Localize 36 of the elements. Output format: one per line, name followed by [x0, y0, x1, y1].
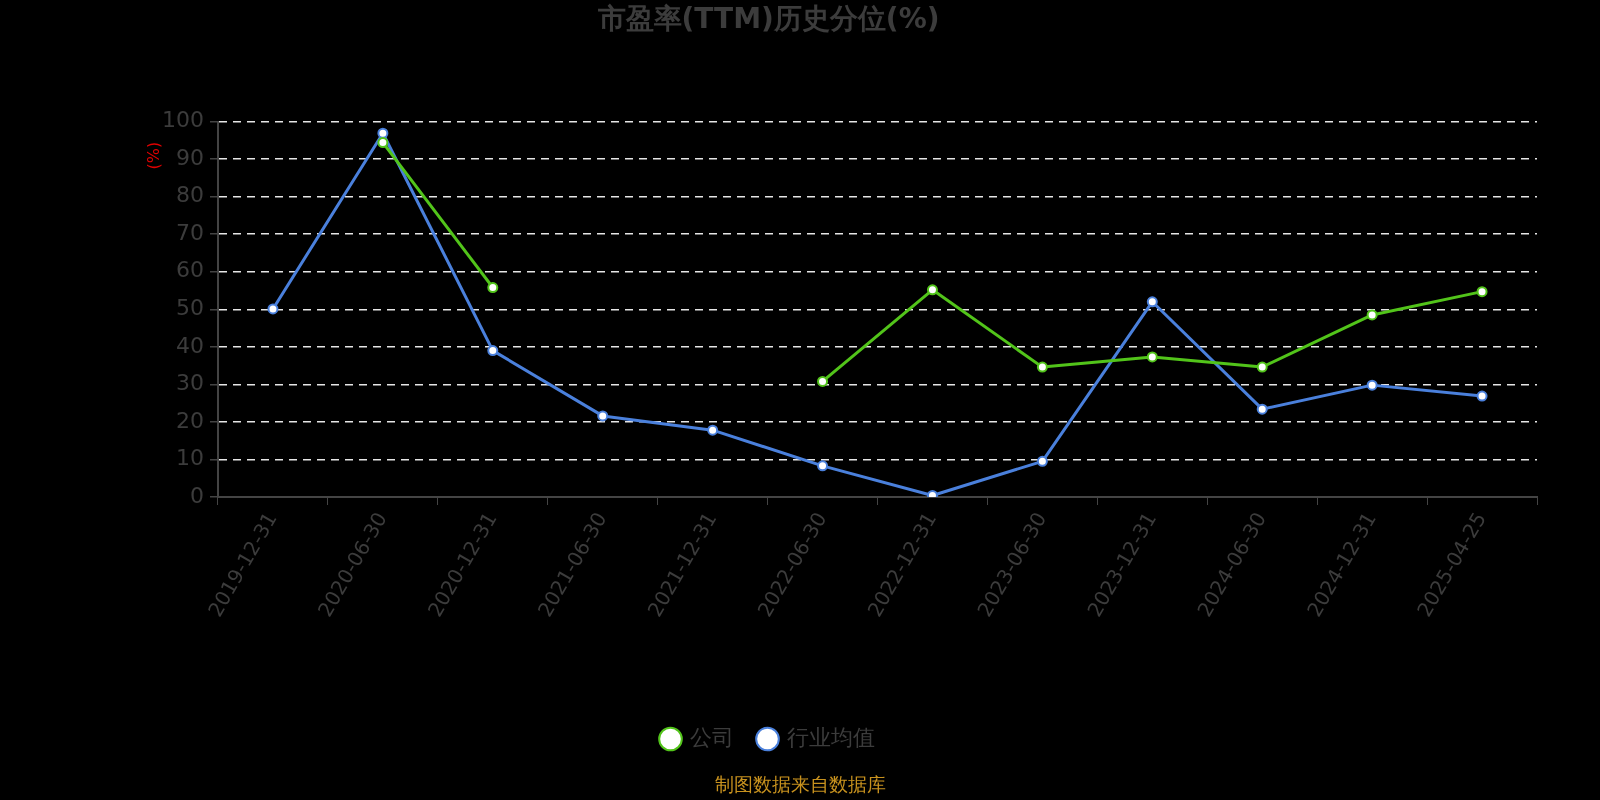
- legend-label: 公司: [689, 724, 734, 750]
- y-tick-label: 60: [176, 257, 204, 283]
- point: [1256, 403, 1268, 415]
- point: [487, 345, 499, 357]
- point: [1476, 286, 1488, 298]
- point: [1146, 296, 1158, 308]
- point: [1366, 309, 1378, 321]
- point: [1036, 455, 1048, 467]
- y-tick-label: 70: [176, 219, 204, 245]
- text: 制图数据来自数据库: [714, 772, 886, 795]
- y-tick-label: 0: [190, 482, 204, 508]
- point: [817, 460, 829, 472]
- point: [707, 424, 719, 436]
- point: [817, 375, 829, 387]
- legend-label: 行业均值: [786, 724, 875, 750]
- point: [377, 127, 389, 139]
- y-tick-label: 40: [176, 332, 204, 358]
- chart-title: 市盈率(TTM)历史分位(%): [596, 2, 940, 36]
- y-tick-label: 30: [176, 370, 204, 396]
- point: [926, 284, 938, 296]
- y-tick-label: 50: [176, 295, 204, 321]
- point: [1256, 361, 1268, 373]
- y-tick-label: 10: [176, 445, 204, 471]
- point: [1036, 361, 1048, 373]
- y-tick-label: 100: [162, 107, 204, 133]
- y-tick-label: 90: [176, 144, 204, 170]
- y-axis-title: (%): [144, 141, 164, 170]
- y-tick-label: 80: [176, 182, 204, 208]
- point: [1146, 351, 1158, 363]
- point: [1366, 379, 1378, 391]
- point: [267, 303, 279, 315]
- point: [487, 282, 499, 294]
- point: [597, 410, 609, 422]
- point: [377, 137, 389, 149]
- point: [1476, 390, 1488, 402]
- y-tick-label: 20: [176, 407, 204, 433]
